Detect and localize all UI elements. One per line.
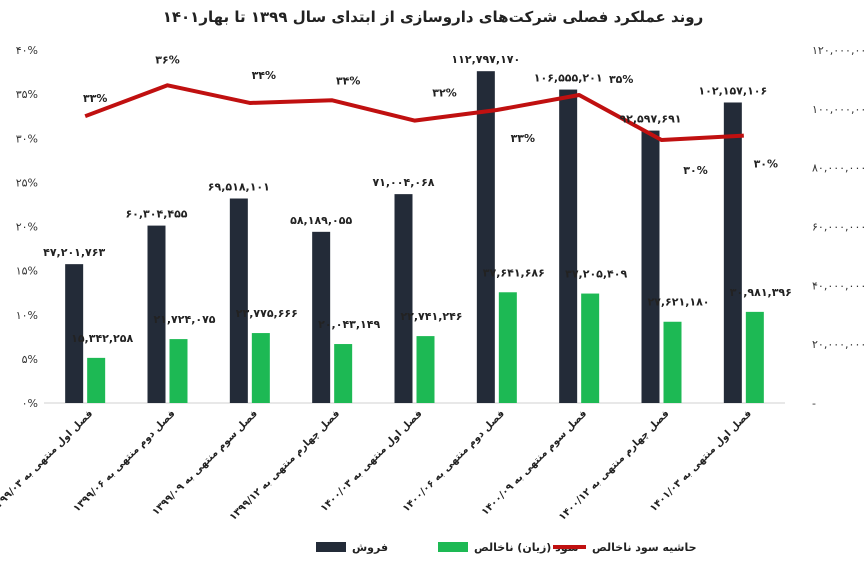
left-tick-label: ۳۵% [16,88,38,101]
sales-bar [476,71,495,403]
chart-title: روند عملکرد فصلی شرکت‌های داروسازی از اب… [163,8,704,26]
gross-profit-bar [251,333,270,403]
sales-value-label: ۱۱۲,۷۹۷,۱۷۰ [451,53,520,66]
left-tick-label: ۱۰% [16,309,38,322]
legend-swatch-gross-profit [438,542,468,552]
left-tick-label: ۱۵% [16,265,38,278]
margin-value-label: ۳۵% [609,73,633,86]
sales-bar [723,102,742,403]
margin-value-label: ۳۳% [511,132,535,145]
gross-profit-value-label: ۲۳,۷۷۵,۶۶۶ [236,307,298,320]
legend-label-sales: فروش [352,541,388,554]
sales-value-label: ۵۸,۱۸۹,۰۵۵ [290,214,352,227]
legend-label-margin: حاشیه سود ناخالص [592,541,697,554]
left-tick-label: ۵% [22,353,38,366]
sales-value-label: ۹۲,۵۹۷,۶۹۱ [619,113,681,126]
gross-profit-value-label: ۲۷,۶۲۱,۱۸۰ [647,296,709,309]
gross-profit-bar [745,311,764,403]
right-tick-label: ۲۰,۰۰۰,۰۰۰ [812,338,866,351]
margin-value-label: ۳۴% [336,74,360,87]
gross-profit-value-label: ۲۱,۷۲۴,۰۷۵ [153,313,215,326]
left-axis: ۰% ۵% ۱۰% ۱۵% ۲۰% ۲۵% ۳۰% ۳۵% ۴۰% [16,44,38,410]
sales-bar [641,130,660,403]
sales-value-label: ۱۰۶,۵۵۵,۲۰۱ [534,72,603,85]
left-tick-label: ۳۰% [16,132,38,145]
sales-value-label: ۴۷,۲۰۱,۷۶۳ [43,246,105,259]
margin-value-label: ۳۰% [683,164,707,177]
gross-profit-bar [663,321,682,403]
sales-value-label: ۷۱,۰۰۴,۰۶۸ [372,176,434,189]
right-tick-label: ۴۰,۰۰۰,۰۰۰ [812,279,866,292]
right-tick-label: ۱۲۰,۰۰۰,۰۰۰ [812,44,866,57]
gross-profit-bar [581,293,600,403]
gross-profit-bar [416,336,435,403]
gross-profit-bar [169,339,188,403]
gross-profit-value-label: ۳۰,۹۸۱,۳۹۶ [730,286,792,299]
category-label: فصل اول منتهی به ۱۴۰۱/۰۳ [648,408,754,514]
gross-profit-value-label: ۱۵,۳۴۲,۲۵۸ [71,332,133,345]
sales-bar [65,264,84,403]
left-tick-label: ۲۵% [16,176,38,189]
gross-profit-value-label: ۲۰,۰۴۳,۱۴۹ [318,318,380,331]
bars [65,71,764,404]
data-labels: ۴۷,۲۰۱,۷۶۳ ۱۵,۳۴۲,۲۵۸ ۶۰,۳۰۴,۴۵۵ ۲۱,۷۲۴,۰۷۵… [43,53,792,345]
sales-value-label: ۶۰,۳۰۴,۴۵۵ [125,208,187,221]
left-tick-label: ۰% [22,397,38,410]
legend-swatch-sales [316,542,346,552]
category-labels: فصل اول منتهی به ۱۳۹۹/۰۳ فصل دوم منتهی به… [0,408,754,523]
gross-profit-value-label: ۲۲,۷۴۱,۲۴۶ [400,310,462,323]
margin-value-label: ۳۰% [754,158,778,171]
gross-profit-bar [334,344,353,403]
sales-value-label: ۱۰۲,۱۵۷,۱۰۶ [698,84,767,97]
margin-line-path [84,83,744,143]
legend: فروش سود (زیان) ناخالص حاشیه سود ناخالص [316,541,697,554]
gross-profit-bar [498,292,517,403]
margin-value-label: ۳۳% [83,92,107,105]
margin-line [84,83,744,143]
sales-bar [559,89,578,404]
gross-profit-value-label: ۳۷,۶۴۱,۶۸۶ [483,266,545,279]
right-tick-label: - [812,397,816,410]
gross-profit-bar [87,357,106,403]
gross-profit-value-label: ۳۷,۲۰۵,۴۰۹ [565,268,627,281]
legend-label-gross-profit: سود (زیان) ناخالص [474,541,579,554]
right-tick-label: ۸۰,۰۰۰,۰۰۰ [812,162,866,175]
sales-bar [394,194,413,403]
margin-value-label: ۳۲% [432,87,456,100]
sales-value-label: ۶۹,۵۱۸,۱۰۱ [208,181,270,194]
left-tick-label: ۴۰% [16,44,38,57]
sales-bar [312,231,331,403]
sales-bar [229,198,248,403]
margin-value-label: ۳۴% [252,69,276,82]
right-axis: - ۲۰,۰۰۰,۰۰۰ ۴۰,۰۰۰,۰۰۰ ۶۰,۰۰۰,۰۰۰ ۸۰,۰۰۰,۰۰… [812,44,866,410]
right-tick-label: ۱۰۰,۰۰۰,۰۰۰ [812,103,866,116]
left-tick-label: ۲۰% [16,221,38,234]
sales-bar [147,225,166,403]
margin-value-label: ۳۶% [155,53,179,66]
right-tick-label: ۶۰,۰۰۰,۰۰۰ [812,221,866,234]
